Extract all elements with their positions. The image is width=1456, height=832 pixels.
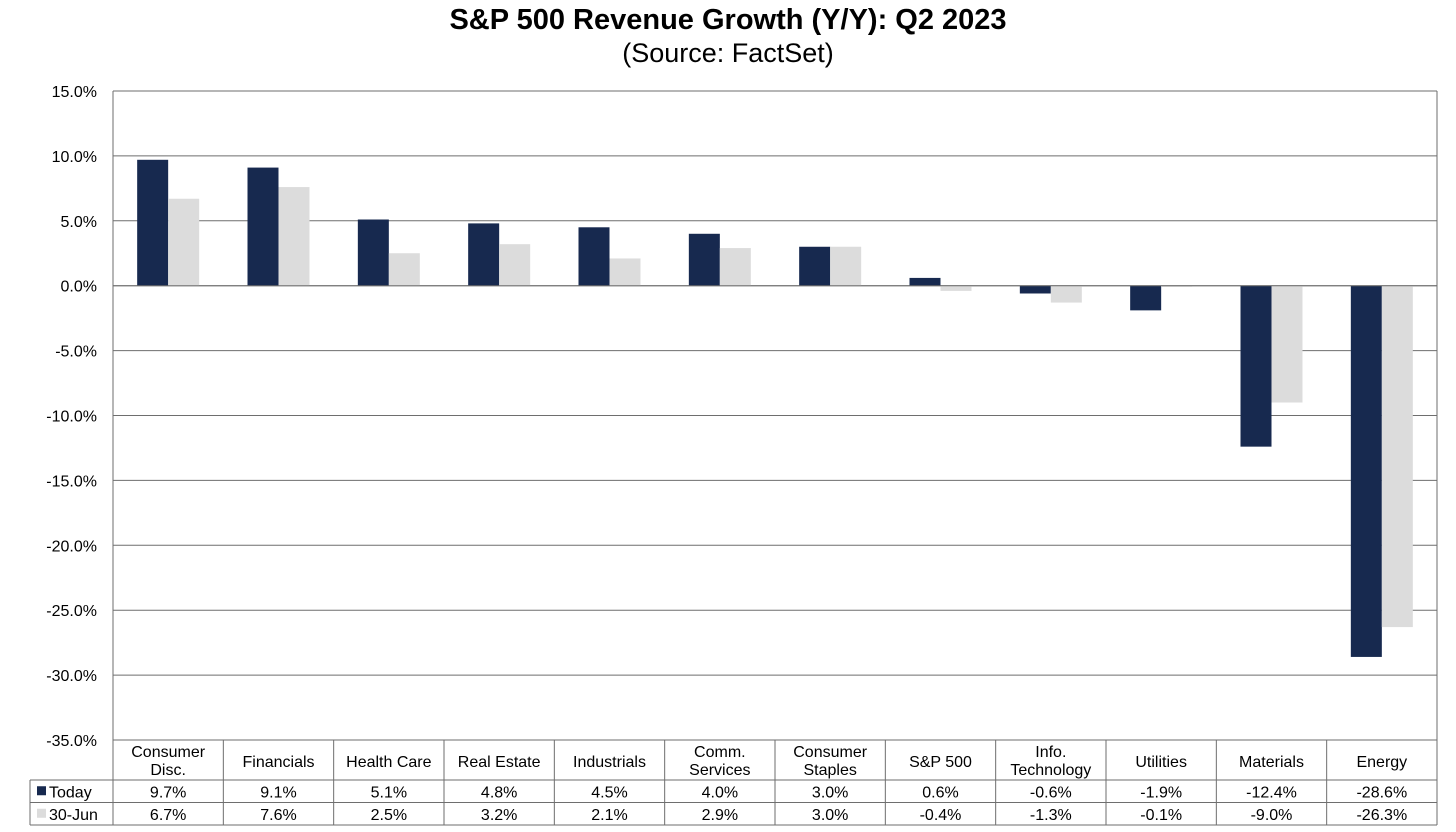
data-label: 9.7% bbox=[150, 784, 186, 801]
legend-label: 30-Jun bbox=[49, 807, 98, 824]
data-label: 4.8% bbox=[481, 784, 517, 801]
y-tick-label: -15.0% bbox=[46, 473, 97, 490]
data-label: -1.3% bbox=[1030, 807, 1072, 824]
y-tick-label: -5.0% bbox=[55, 344, 97, 361]
x-tick-label: Real Estate bbox=[458, 754, 541, 771]
bar-today bbox=[909, 277, 941, 286]
x-tick-label: Health Care bbox=[346, 754, 431, 771]
bar-today bbox=[799, 246, 831, 286]
data-label: -1.9% bbox=[1140, 784, 1182, 801]
data-label: -28.6% bbox=[1356, 784, 1407, 801]
bar-30-jun bbox=[830, 246, 862, 286]
bar-30-jun bbox=[1050, 285, 1082, 303]
y-tick-label: -10.0% bbox=[46, 409, 97, 426]
y-tick-label: 10.0% bbox=[52, 149, 97, 166]
bar-today bbox=[578, 227, 610, 286]
bar-30-jun bbox=[168, 198, 200, 286]
x-tick-label: Comm. bbox=[694, 744, 746, 761]
data-label: 2.5% bbox=[371, 807, 407, 824]
y-tick-label: -20.0% bbox=[46, 538, 97, 555]
chart-title: S&P 500 Revenue Growth (Y/Y): Q2 2023 bbox=[449, 4, 1007, 36]
y-tick-label: -25.0% bbox=[46, 603, 97, 620]
bar-30-jun bbox=[499, 244, 531, 286]
data-label: -12.4% bbox=[1246, 784, 1297, 801]
bar-30-jun bbox=[388, 253, 420, 286]
x-tick-label: Utilities bbox=[1135, 754, 1187, 771]
data-label: 4.0% bbox=[702, 784, 738, 801]
bar-30-jun bbox=[940, 285, 972, 291]
x-tick-label: Disc. bbox=[150, 762, 186, 779]
y-tick-label: 15.0% bbox=[52, 84, 97, 101]
data-label: 2.9% bbox=[702, 807, 738, 824]
data-label: 3.0% bbox=[812, 807, 848, 824]
bar-today bbox=[1350, 285, 1382, 657]
bar-today bbox=[247, 167, 279, 286]
data-label: 4.5% bbox=[591, 784, 627, 801]
bar-today bbox=[688, 233, 720, 286]
legend-label: Today bbox=[49, 784, 92, 801]
data-label: 3.2% bbox=[481, 807, 517, 824]
legend-swatch bbox=[37, 808, 46, 818]
bar-today bbox=[357, 219, 389, 286]
data-label: -0.6% bbox=[1030, 784, 1072, 801]
data-label: -0.4% bbox=[920, 807, 962, 824]
bar-30-jun bbox=[609, 258, 641, 286]
data-label: 5.1% bbox=[371, 784, 407, 801]
x-tick-label: Financials bbox=[242, 754, 314, 771]
x-tick-label: Consumer bbox=[793, 744, 867, 761]
bar-today bbox=[137, 159, 169, 286]
bar-today bbox=[1130, 285, 1162, 311]
data-label: -0.1% bbox=[1140, 807, 1182, 824]
data-label: 7.6% bbox=[260, 807, 296, 824]
x-tick-label: Staples bbox=[803, 762, 856, 779]
bar-30-jun bbox=[1271, 285, 1303, 403]
chart-subtitle: (Source: FactSet) bbox=[622, 38, 834, 68]
bar-30-jun bbox=[719, 248, 751, 286]
y-tick-label: -35.0% bbox=[46, 733, 97, 750]
x-tick-label: Services bbox=[689, 762, 750, 779]
data-label: 6.7% bbox=[150, 807, 186, 824]
bar-30-jun bbox=[1381, 285, 1413, 628]
x-tick-label: Technology bbox=[1010, 762, 1091, 779]
data-label: 0.6% bbox=[922, 784, 958, 801]
data-label: 2.1% bbox=[591, 807, 627, 824]
x-tick-label: Materials bbox=[1239, 754, 1304, 771]
bar-today bbox=[1240, 285, 1272, 447]
x-tick-label: Energy bbox=[1356, 754, 1407, 771]
x-tick-label: Info. bbox=[1035, 744, 1066, 761]
x-tick-label: Industrials bbox=[573, 754, 646, 771]
bar-today bbox=[468, 223, 500, 286]
y-tick-label: 5.0% bbox=[61, 214, 97, 231]
x-tick-label: S&P 500 bbox=[909, 754, 972, 771]
data-label: 3.0% bbox=[812, 784, 848, 801]
x-tick-label: Consumer bbox=[131, 744, 205, 761]
bar-today bbox=[1019, 285, 1051, 294]
bar-30-jun bbox=[278, 187, 310, 286]
bar-30-jun bbox=[1161, 285, 1193, 287]
data-label: 9.1% bbox=[260, 784, 296, 801]
legend-swatch bbox=[37, 786, 46, 796]
data-label: -9.0% bbox=[1251, 807, 1293, 824]
data-label: -26.3% bbox=[1356, 807, 1407, 824]
y-tick-label: 0.0% bbox=[61, 279, 97, 296]
y-tick-label: -30.0% bbox=[46, 668, 97, 685]
